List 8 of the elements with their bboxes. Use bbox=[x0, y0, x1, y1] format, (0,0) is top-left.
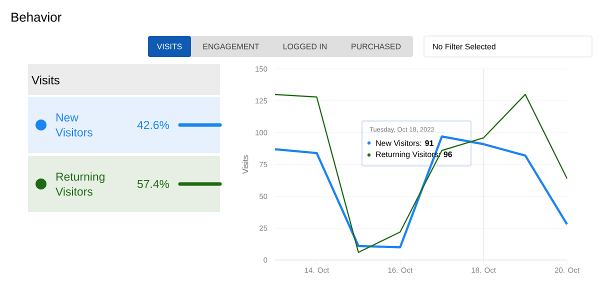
line-series bbox=[274, 135, 568, 248]
legend-title: Visits bbox=[32, 76, 60, 84]
line-series bbox=[274, 94, 568, 253]
legend-label: Returning Visitors bbox=[56, 172, 104, 196]
text: 42.6% bbox=[137, 120, 170, 130]
legend-label: New Visitors bbox=[56, 114, 92, 136]
text: 57.4% bbox=[137, 180, 170, 188]
text: Behavior bbox=[12, 12, 62, 22]
